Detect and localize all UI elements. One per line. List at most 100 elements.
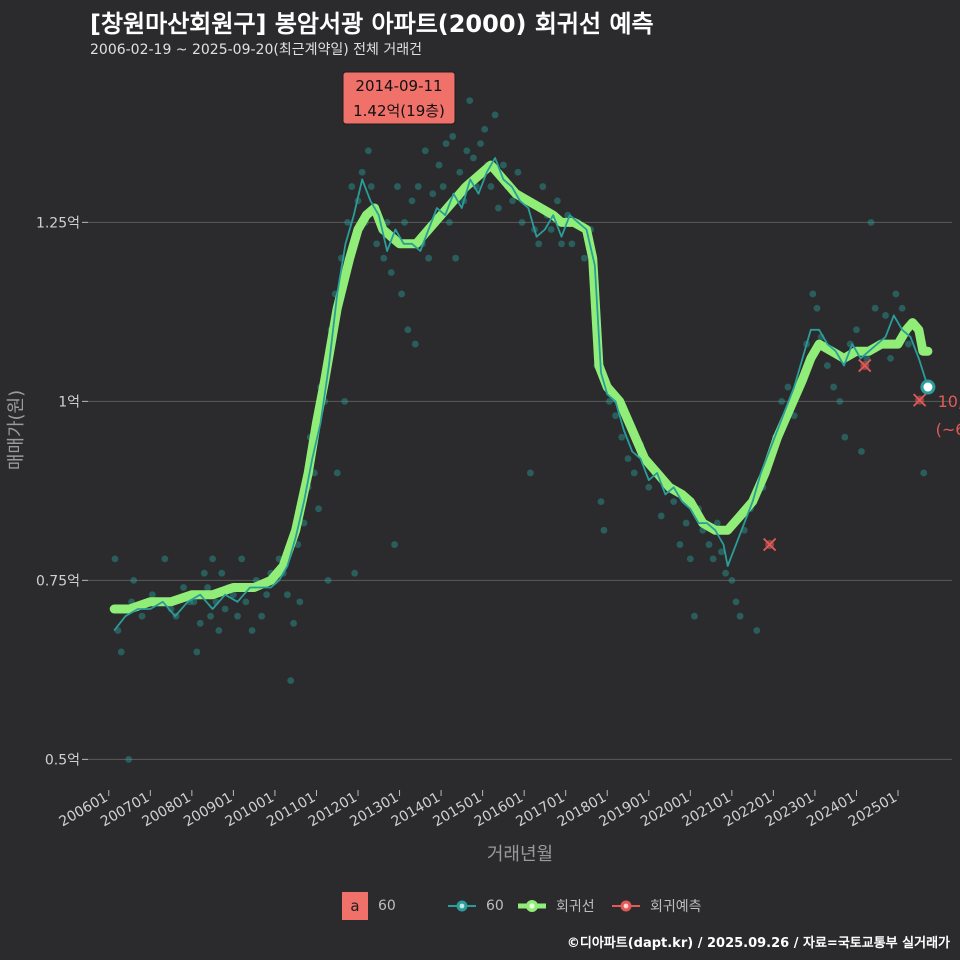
y-tick-label: 0.75억 — [36, 573, 80, 589]
transaction-point — [200, 569, 208, 577]
transaction-point — [526, 469, 534, 477]
transaction-point — [315, 505, 322, 513]
transaction-point — [898, 304, 906, 312]
transaction-point — [718, 548, 725, 556]
transaction-point — [539, 183, 547, 190]
forecast-cross — [858, 358, 872, 373]
transaction-point — [193, 648, 201, 656]
transaction-point — [411, 340, 419, 348]
transaction-point — [809, 290, 817, 298]
transaction-point — [229, 591, 237, 599]
transaction-point — [287, 677, 295, 684]
transaction-point — [892, 290, 900, 298]
y-tick-label: 1.25억 — [36, 215, 80, 231]
legend-series-60: 60 — [448, 892, 504, 920]
transaction-point — [344, 218, 352, 226]
transaction-point — [518, 218, 526, 226]
transaction-point — [624, 455, 632, 463]
transaction-point — [836, 397, 844, 405]
legend-regression-label: 회귀선 — [556, 899, 595, 915]
transaction-point — [242, 598, 250, 606]
transaction-point — [290, 619, 298, 627]
transaction-point — [491, 111, 499, 119]
transaction-point — [138, 612, 146, 620]
transaction-point — [238, 555, 246, 563]
transaction-point — [778, 397, 786, 405]
transaction-point — [753, 627, 761, 634]
transaction-point — [722, 569, 730, 577]
last-point-marker — [920, 379, 936, 395]
transaction-point — [401, 218, 408, 226]
transaction-point — [148, 591, 156, 599]
chart-title: [창원마산회원구] 봉암서광 아파트(2000) 회귀선 예측 — [90, 10, 654, 38]
transaction-point — [871, 304, 879, 312]
transaction-point — [853, 326, 860, 334]
transaction-point — [514, 168, 522, 176]
legend-series-60-icon — [448, 900, 476, 912]
transaction-point — [470, 154, 477, 162]
transaction-point — [258, 612, 266, 620]
transaction-point — [867, 218, 875, 226]
transaction-point — [387, 269, 395, 276]
series-60-line — [113, 157, 929, 632]
transaction-point — [841, 433, 849, 441]
legend-regression: 회귀선 — [518, 892, 595, 920]
grid-lines — [88, 221, 952, 760]
transaction-point — [558, 240, 565, 248]
transaction-point — [597, 498, 605, 505]
transaction-point — [380, 254, 388, 262]
transaction-point — [207, 612, 214, 620]
forecast-area-label: (~60㎡) — [936, 420, 960, 439]
transaction-point — [618, 433, 626, 441]
series-lines — [109, 157, 933, 632]
transaction-point — [445, 218, 453, 226]
transaction-point — [657, 512, 665, 520]
transaction-point — [196, 619, 204, 627]
transaction-point — [364, 147, 372, 155]
annotation-box — [342, 71, 456, 125]
transaction-point — [394, 183, 401, 190]
transaction-point — [466, 97, 474, 105]
transaction-point — [732, 598, 740, 606]
legend-regression-icon — [518, 900, 546, 912]
transaction-point — [784, 383, 792, 391]
transaction-point — [215, 627, 223, 634]
legend-text-key-symbol: a — [342, 892, 368, 920]
legend-text-key: a 60 — [342, 892, 396, 920]
transaction-point — [442, 140, 450, 148]
transaction-point — [324, 576, 332, 584]
transaction-point — [333, 469, 341, 477]
transaction-point — [863, 355, 871, 362]
transaction-point — [408, 197, 416, 205]
transaction-point — [439, 183, 447, 190]
transaction-point — [600, 526, 608, 534]
transaction-point — [553, 197, 561, 205]
transaction-point — [111, 555, 119, 563]
legend-forecast-icon — [612, 900, 640, 912]
transaction-point — [736, 612, 744, 620]
y-axis-title: 매매가(원) — [6, 390, 27, 470]
transaction-point — [300, 519, 308, 527]
transaction-point — [404, 326, 412, 334]
transaction-point — [452, 254, 460, 262]
transaction-point — [813, 304, 821, 312]
transaction-point — [398, 290, 406, 298]
forecast-cross — [912, 393, 927, 407]
annotation-value: 1.42억(19층) — [353, 102, 445, 120]
y-tick-label: 0.5억 — [45, 752, 80, 768]
transaction-point — [535, 240, 543, 248]
transaction-point — [830, 383, 838, 391]
forecast-cross — [763, 537, 777, 552]
transaction-point — [580, 254, 588, 262]
transaction-point — [630, 469, 638, 477]
y-tick-label: 1억 — [58, 394, 80, 410]
transaction-point — [161, 555, 169, 563]
transaction-point — [130, 576, 138, 584]
transaction-point — [421, 147, 429, 155]
transaction-point — [180, 584, 187, 591]
transaction-point — [509, 197, 516, 205]
transaction-point — [435, 161, 443, 169]
transaction-point — [294, 541, 302, 548]
transaction-point — [887, 355, 894, 362]
